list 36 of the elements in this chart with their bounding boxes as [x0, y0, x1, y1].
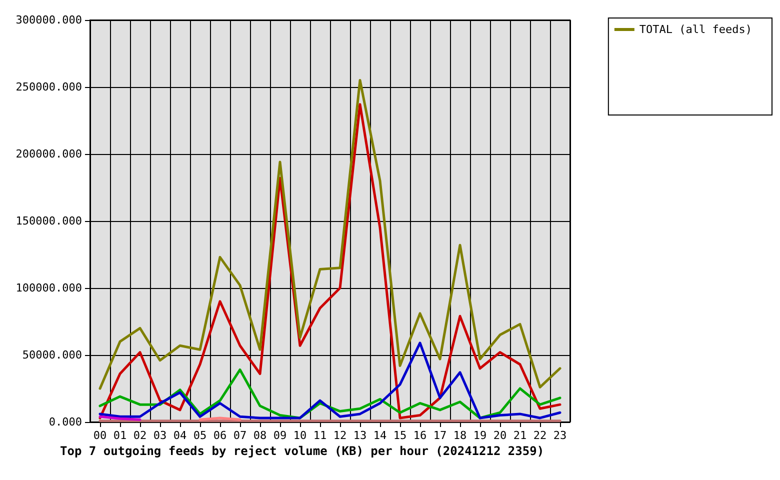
x-tick-label: 20 — [493, 429, 507, 442]
y-tick-label: 50000.000 — [22, 348, 82, 362]
x-tick-label: 22 — [533, 429, 547, 442]
x-tick-label: 19 — [473, 429, 487, 442]
text: Top 7 outgoing feeds by reject volume (KB) per hour (20241212 2359) — [60, 444, 544, 458]
x-tick-label: 08 — [253, 429, 267, 442]
x-tick-label: 03 — [153, 429, 167, 442]
x-tick-label: 05 — [193, 429, 207, 442]
y-tick-label: 300000.000 — [16, 14, 82, 26]
line-series — [98, 103, 562, 420]
x-tick-label: 21 — [513, 429, 527, 442]
x-tick-label: 23 — [553, 429, 567, 442]
x-tick-label: 14 — [373, 429, 387, 442]
x-tick-label: 12 — [333, 429, 347, 442]
legend-label: TOTAL (all feeds) — [639, 23, 752, 36]
line-series — [98, 79, 562, 390]
x-tick-label: 02 — [133, 429, 147, 442]
x-tick-label: 17 — [433, 429, 447, 442]
x-tick-label: 13 — [353, 429, 367, 442]
x-tick-label: 18 — [453, 429, 467, 442]
y-tick-label: 200000.000 — [16, 148, 82, 160]
y-tick-label: 150000.000 — [16, 214, 82, 228]
x-tick-label: 15 — [393, 429, 407, 442]
x-tick-label: 04 — [173, 429, 187, 442]
x-tick-label: 16 — [413, 429, 427, 442]
x-tick-label: 09 — [273, 429, 287, 442]
y-tick-label: 100000.000 — [16, 282, 82, 294]
x-tick-label: 07 — [233, 429, 247, 442]
x-tick-label: 01 — [113, 429, 127, 442]
y-tick-label: 250000.000 — [16, 80, 82, 94]
x-tick-label: 00 — [93, 429, 107, 442]
x-tick-label: 11 — [313, 429, 327, 442]
x-tick-label: 10 — [293, 429, 307, 442]
x-tick-label: 06 — [213, 429, 227, 442]
line-series — [98, 342, 562, 420]
y-tick-label: 0.000 — [48, 416, 82, 428]
